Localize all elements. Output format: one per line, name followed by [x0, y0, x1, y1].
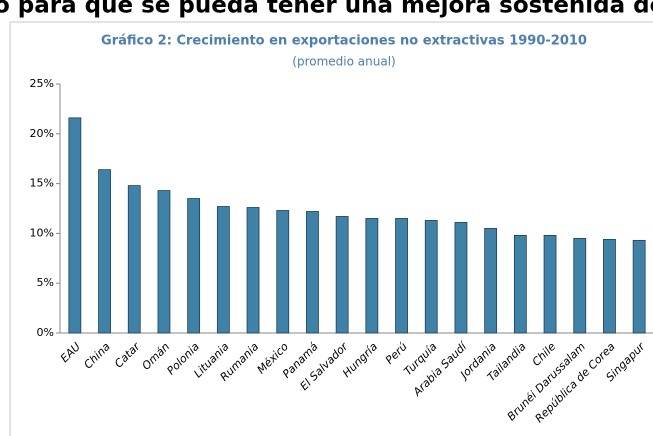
bar — [98, 169, 111, 334]
y-tick-label: 15% — [30, 177, 54, 190]
page-heading: o para que se pueda tener una mejora sos… — [0, 0, 653, 19]
chart-title: Gráfico 2: Crecimiento en exportaciones … — [101, 34, 587, 49]
bar — [187, 198, 201, 334]
bar — [395, 218, 408, 334]
y-tick-label: 25% — [30, 77, 54, 90]
bar — [632, 239, 646, 334]
y-tick-label: 20% — [30, 127, 54, 140]
bar — [335, 216, 349, 334]
chart-subtitle: (promedio anual) — [292, 55, 395, 69]
bar — [543, 234, 557, 334]
bar — [513, 234, 527, 334]
bar — [157, 190, 171, 334]
bar — [276, 210, 290, 334]
chart-frame — [9, 21, 653, 436]
bar — [484, 228, 498, 334]
bar — [424, 220, 438, 334]
y-tick-label: 0% — [37, 326, 54, 339]
bar — [68, 117, 82, 334]
bar — [454, 222, 468, 334]
bar — [365, 218, 379, 334]
bar — [603, 238, 616, 334]
bar — [216, 206, 230, 334]
bar — [306, 211, 319, 334]
bar — [246, 207, 260, 334]
bar — [127, 185, 141, 334]
bar — [573, 237, 587, 334]
y-tick-label: 10% — [30, 226, 54, 239]
y-tick-label: 5% — [37, 276, 54, 289]
